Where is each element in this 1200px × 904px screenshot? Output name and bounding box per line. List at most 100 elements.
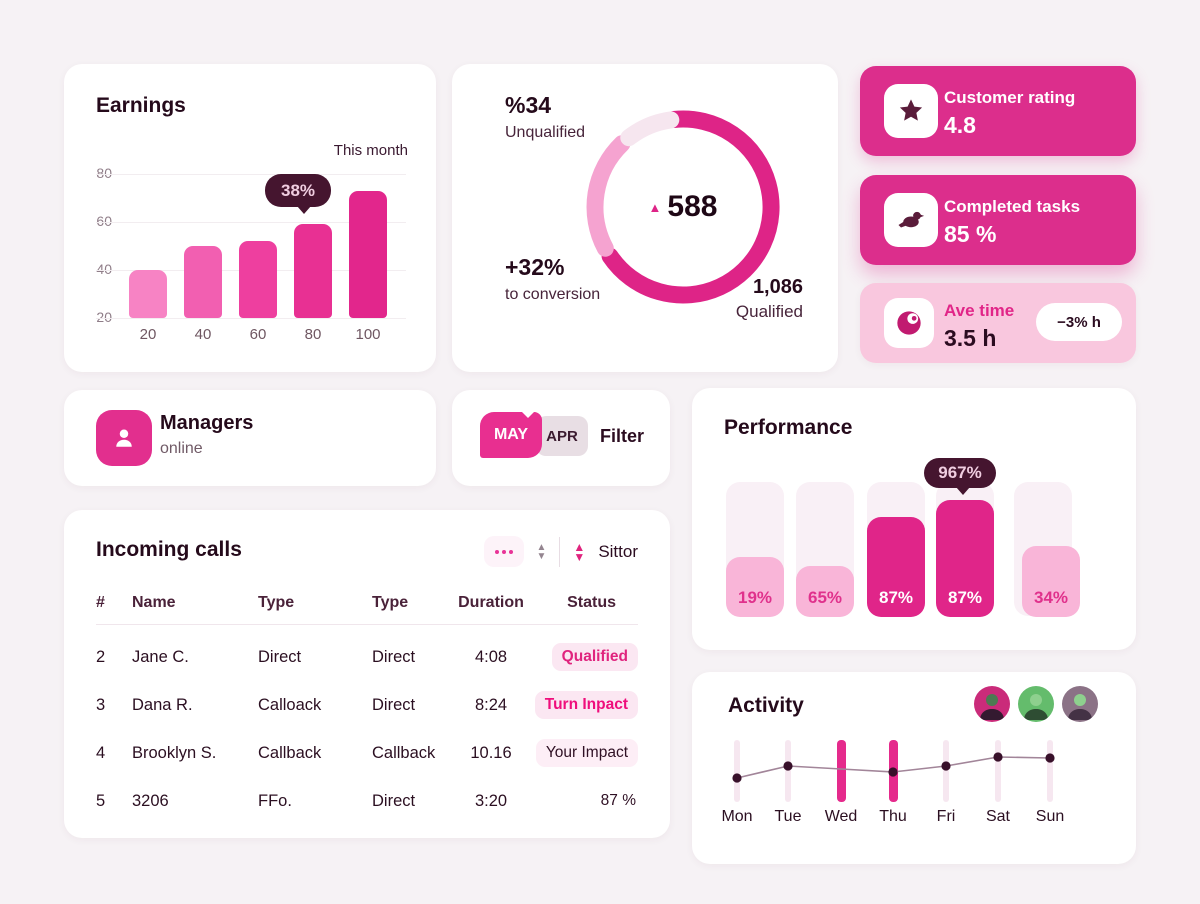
stepper-arrows-icon[interactable]: ▲ ▼ [536,541,547,562]
sort-label[interactable]: Sittor [598,541,638,561]
performance-bar-1: 19% [726,557,784,617]
y-tick: 80 [96,165,112,181]
cell-name: Dana R. [132,695,193,714]
performance-bar-4: 87% [936,500,994,617]
col-duration: Duration [458,594,524,611]
status-badge: Turn Inpact [534,691,638,719]
bar-label: 34% [1033,588,1069,607]
day-label: Mon [721,808,753,825]
gridline [96,174,406,175]
status-badge: Qualified [551,643,638,671]
y-tick: 20 [96,309,112,325]
filter-tab-may[interactable]: MAY [480,412,542,458]
sort-arrows-icon[interactable]: ▲ ▼ [573,539,586,564]
cell-num: 3 [96,695,106,714]
conversion-value: +32% [505,254,565,280]
earnings-bar-2 [184,246,222,318]
unqualified-value: %34 [505,92,552,118]
table-row[interactable]: 2 Jane C. Direct Direct 4:08 Qualified [96,633,638,681]
cell-type1: FFo. [258,791,292,810]
performance-card: Performance 19% 65% 87% 87% 34% 967% [692,388,1136,650]
earnings-card: Earnings This month 80 60 40 20 20 40 60… [64,64,436,372]
earnings-legend: This month [333,142,408,159]
col-status: Status [567,594,616,611]
tooltip-tail [297,206,311,214]
earnings-bar-4 [294,224,332,318]
earnings-title: Earnings [96,94,186,117]
calls-toolbar: ▲ ▼ ▲ ▼ Sittor [483,536,638,567]
center-number: 588 [667,190,718,223]
col-type2: Type [372,594,409,611]
gridline [96,318,406,319]
table-row[interactable]: 5 3206 FFo. Direct 3:20 87 % [96,777,638,825]
star-icon [884,84,938,138]
cell-type2: Direct [372,695,416,714]
completed-tasks-card: Completed tasks 85 % [860,175,1136,265]
avatar-group [974,686,1098,722]
earnings-bar-3 [239,241,277,318]
day-label: Thu [879,808,907,825]
unqualified-label: Unqualified [505,124,586,141]
more-menu-button[interactable] [483,536,524,567]
incoming-calls-title: Incoming calls [96,538,242,561]
earnings-tooltip: 38% [265,174,331,214]
increase-icon: ▲ [648,199,662,215]
avatar[interactable] [1062,686,1098,722]
x-tick: 80 [304,326,322,343]
conversion-card: %34 Unqualified +32% to conversion 1,086… [452,64,838,372]
managers-title: Managers [160,412,254,434]
x-tick: 40 [194,326,212,343]
kpi-label: Customer rating [944,88,1076,107]
status-value: 87 % [600,792,636,809]
x-tick: 20 [139,326,157,343]
day-bar-sat [995,740,1001,802]
incoming-calls-card: Incoming calls ▲ ▼ ▲ ▼ Sittor # Name Type … [64,510,670,838]
cell-type2: Direct [372,791,416,810]
day-bar-thu [889,740,898,802]
avatar[interactable] [1018,686,1054,722]
earnings-bar-chart: 20 40 60 80 100 [96,174,406,343]
bar-label: 87% [947,588,983,607]
ave-time-card: Ave time 3.5 h −3% h [860,283,1136,363]
cell-duration: 3:20 [474,791,508,810]
day-label: Sat [985,808,1010,825]
performance-tooltip-value: 967% [938,463,982,482]
performance-bar-2: 65% [796,566,854,617]
bird-icon [884,193,938,247]
x-tick: 100 [355,326,381,343]
donut-chart [586,110,780,304]
day-bar-sun [1047,740,1053,802]
cell-num: 5 [96,791,106,810]
activity-title: Activity [728,694,804,717]
donut-segment-unqualified [586,135,631,257]
header-divider [96,624,638,625]
filter-tab-apr[interactable]: APR [536,416,588,456]
col-type1: Type [258,594,295,611]
qualified-label: Qualified [735,302,803,321]
y-tick: 60 [96,213,112,229]
cell-type2: Callback [372,743,436,762]
cell-duration: 8:24 [474,695,508,714]
performance-bar-3: 87% [867,517,925,617]
performance-title: Performance [724,416,853,439]
avatar[interactable] [974,686,1010,722]
table-row[interactable]: 4 Brooklyn S. Callback Callback 10.16 Yo… [96,729,638,777]
activity-card: Activity Mon Tue [692,672,1136,864]
col-num: # [96,594,105,611]
earnings-tooltip-value: 38% [280,180,316,200]
cell-type1: Calloack [258,695,322,714]
filter-label: Filter [600,426,645,446]
performance-bar-chart: 19% 65% 87% 87% 34% [692,482,1136,617]
cell-name: Jane C. [132,647,189,666]
x-tick: 60 [249,326,267,343]
performance-bar-5: 34% [1022,546,1080,617]
table-row[interactable]: 3 Dana R. Calloack Direct 8:24 Turn Inpa… [96,681,638,729]
performance-tooltip: 967% [924,458,996,495]
day-label: Fri [936,808,956,825]
day-bar-mon [734,740,740,802]
earnings-bar-1 [129,270,167,318]
cell-type2: Direct [372,647,416,666]
managers-card: Managers online [64,390,436,486]
filter-card: MAY APR Filter [452,390,670,486]
donut-segment-qualified [601,110,780,304]
